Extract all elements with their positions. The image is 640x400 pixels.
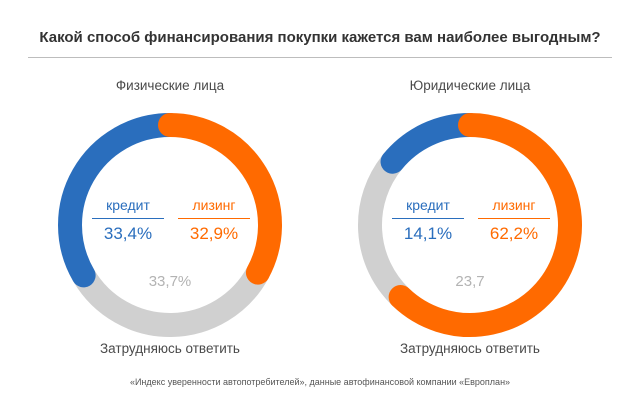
left-arc-leasing <box>158 113 282 285</box>
left-credit-value: 33,4% <box>103 224 153 243</box>
left-credit-label: кредит <box>106 197 150 213</box>
right-leasing-underline <box>478 218 550 219</box>
left-unsure-label: Затрудняюсь ответить <box>100 341 240 356</box>
right-credit-value: 14,1% <box>403 224 453 243</box>
chart-title: Какой способ финансирования покупки каже… <box>39 29 601 46</box>
right-credit-label: кредит <box>406 197 450 213</box>
right-credit-underline <box>392 218 464 219</box>
right-arc-unsure <box>358 149 413 310</box>
right-arc-leasing <box>388 113 582 337</box>
title-divider <box>28 57 612 58</box>
right-chart-title: Юридические лица <box>409 78 531 93</box>
right-leasing-label: лизинг <box>492 197 536 213</box>
left-arc-unsure <box>71 260 270 337</box>
right-unsure-label: Затрудняюсь ответить <box>400 341 540 356</box>
right-unsure-value: 23,7 <box>455 273 485 290</box>
left-chart-title: Физические лица <box>115 78 225 93</box>
left-credit-underline <box>92 218 164 219</box>
left-leasing-value: 32,9% <box>189 224 239 243</box>
left-arc-credit <box>58 113 182 288</box>
left-leasing-label: лизинг <box>192 197 236 213</box>
left-unsure-value: 33,7% <box>148 273 192 290</box>
source-note: «Индекс уверенности автопотребителей», д… <box>129 377 511 387</box>
right-leasing-value: 62,2% <box>489 224 539 243</box>
right-arc-credit <box>380 113 482 174</box>
left-leasing-underline <box>178 218 250 219</box>
